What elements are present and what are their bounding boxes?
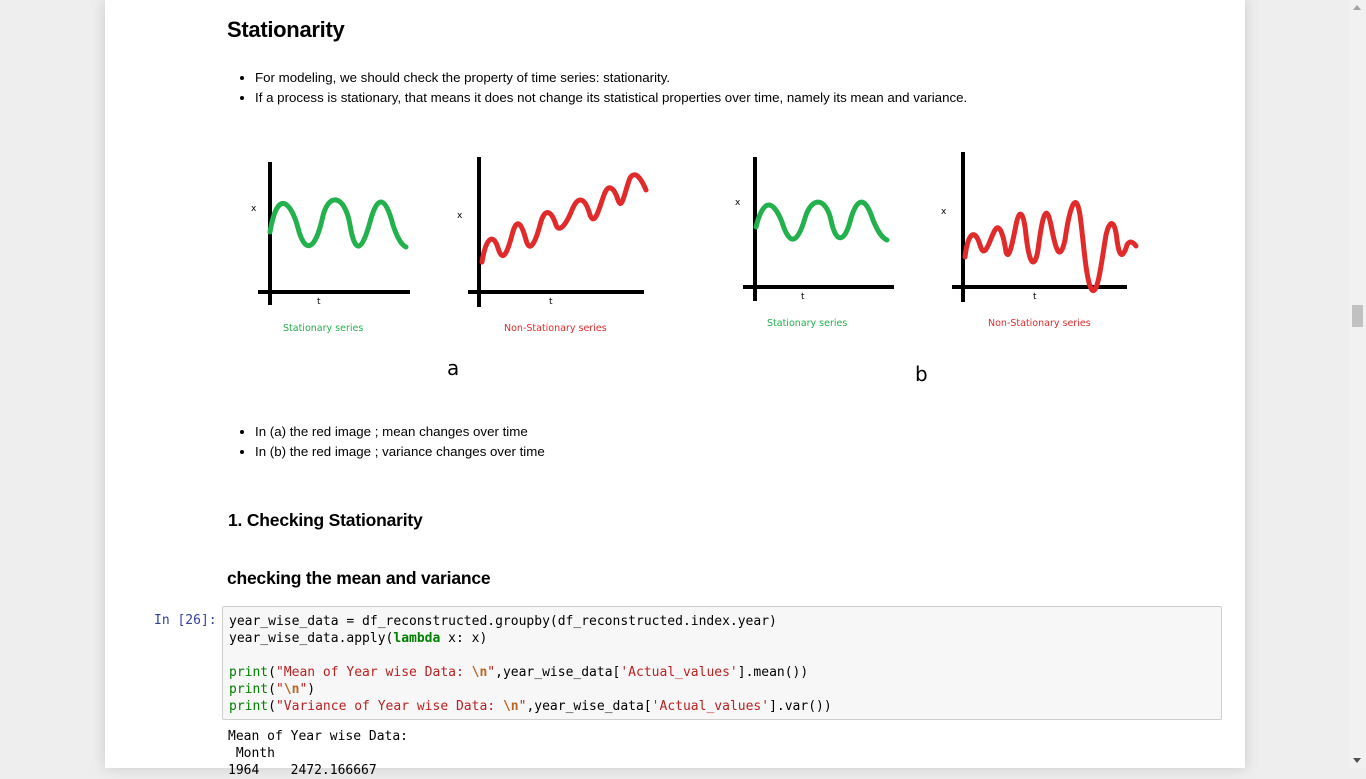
output-line: Mean of Year wise Data: [228,729,409,744]
heading-mean-variance: checking the mean and variance [227,568,491,588]
cell-prompt: In [26]: [154,613,217,628]
x-axis-label: x [941,207,947,217]
notes-bullets: In (a) the red image ; mean changes over… [237,422,545,462]
string-literal: "Mean of Year wise Data: [275,665,472,680]
caption-stationary: Stationary series [283,323,364,334]
escape-seq: \n [502,699,519,714]
escape-seq: \n [471,665,488,680]
scroll-up-arrow-icon[interactable] [1353,5,1361,10]
code-line: x: x) [440,631,488,646]
code-line: ].var()) [769,699,832,714]
escape-seq: \n [283,682,300,697]
string-literal: " [518,699,527,714]
bullet-item: If a process is stationary, that means i… [255,88,967,108]
caption-nonstationary: Non-Stationary series [504,323,607,334]
output-line: Month [228,746,275,761]
code-paren: ( [268,699,276,714]
stationarity-figure [258,152,1139,307]
string-literal: " [487,665,496,680]
code-line: year_wise_data.apply( [229,631,394,646]
code-line: ,year_wise_data[ [526,699,652,714]
code-line: ].mean()) [737,665,809,680]
vertical-scrollbar[interactable] [1349,0,1366,768]
code-cell-input[interactable]: year_wise_data = df_reconstructed.groupb… [222,606,1222,720]
string-literal: "Variance of Year wise Data: [275,699,503,714]
caption-nonstationary: Non-Stationary series [988,318,1091,329]
intro-bullets: For modeling, we should check the proper… [237,68,967,108]
heading-checking-stationarity: 1. Checking Stationarity [228,510,423,530]
bullet-item: In (a) the red image ; mean changes over… [255,422,545,442]
section-title: Stationarity [227,17,345,42]
t-axis-label: t [549,297,553,307]
scroll-down-arrow-icon[interactable] [1353,758,1361,763]
string-literal: 'Actual_values' [620,665,738,680]
builtin-print: print [229,665,269,680]
scrollbar-thumb[interactable] [1352,305,1363,327]
t-axis-label: t [317,297,321,307]
cell-output: Mean of Year wise Data: Month 1964 2472.… [228,728,408,779]
x-axis-label: x [735,198,741,208]
code-paren: ( [268,665,276,680]
caption-stationary: Stationary series [767,318,848,329]
string-literal: " [275,682,284,697]
t-axis-label: t [1033,292,1037,302]
plot-a-stationary [258,162,410,305]
bullet-item: In (b) the red image ; variance changes … [255,442,545,462]
code-line: year_wise_data = df_reconstructed.groupb… [229,614,777,629]
plot-b-stationary [743,157,894,301]
string-literal: " [299,682,308,697]
code-paren: ( [268,682,276,697]
panel-label-b: b [915,362,928,386]
keyword-lambda: lambda [393,631,441,646]
builtin-print: print [229,699,269,714]
code-paren: ) [307,682,316,697]
panel-label-a: a [447,356,460,380]
string-literal: 'Actual_values' [651,699,770,714]
code-line: ,year_wise_data[ [495,665,621,680]
plot-a-nonstationary [468,157,649,307]
plot-b-nonstationary [952,152,1139,302]
builtin-print: print [229,682,269,697]
bullet-item: For modeling, we should check the proper… [255,68,967,88]
x-axis-label: x [251,204,257,214]
t-axis-label: t [801,292,805,302]
output-line: 1964 2472.166667 [228,763,377,778]
x-axis-label: x [457,211,463,221]
code-text[interactable]: year_wise_data = df_reconstructed.groupb… [229,613,832,715]
